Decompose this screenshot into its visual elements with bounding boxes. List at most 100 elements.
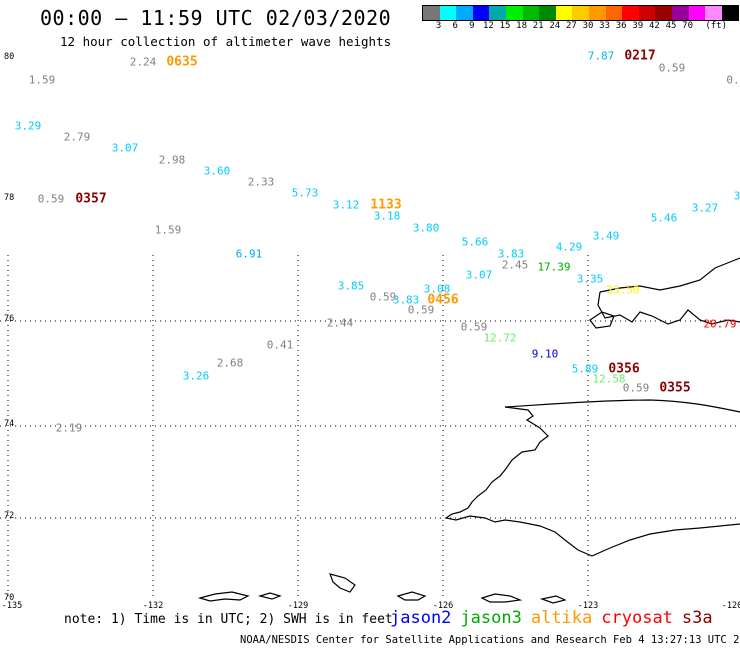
wave-height-value: 3.85 — [337, 279, 365, 293]
legend-swatch — [622, 6, 639, 20]
legend-swatch — [655, 6, 672, 20]
legend-tick-label: (ft) — [705, 21, 728, 31]
lon-label: -126 — [432, 601, 454, 611]
satellite-s3a: s3a — [681, 608, 713, 628]
legend-swatch — [505, 6, 523, 20]
wave-height-value: 20.79 — [703, 317, 737, 331]
credit-footer: NOAA/NESDIS Center for Satellite Applica… — [240, 634, 740, 646]
legend-tick-label: 70 — [682, 21, 694, 31]
legend-swatch — [638, 6, 656, 20]
legend-swatch — [555, 6, 573, 20]
legend-swatch — [522, 6, 540, 20]
satellite-jason2: jason2 — [390, 608, 452, 628]
legend-swatch — [721, 6, 739, 20]
wave-height-value: 0.41 — [266, 338, 294, 352]
satellite-altika: altika — [530, 608, 593, 628]
lon-label: -135 — [1, 601, 23, 611]
legend-swatch — [705, 6, 722, 20]
legend-swatch — [688, 6, 706, 20]
wave-height-value: 2.33 — [247, 175, 275, 189]
legend-swatch — [456, 6, 473, 20]
lon-label: -123 — [577, 601, 599, 611]
wave-height-value: 1.59 — [154, 223, 182, 237]
wave-height-value: 2.45 — [501, 258, 529, 272]
legend-tick-label: 15 — [499, 21, 511, 31]
wave-height-value: 3.49 — [592, 229, 620, 243]
legend-tick-label: 27 — [565, 21, 577, 31]
satellite-jason3: jason3 — [460, 608, 522, 628]
footnote: note: 1) Time is in UTC; 2) SWH is in fe… — [64, 612, 393, 627]
wave-height-value: 0.59 — [622, 381, 650, 395]
wave-height-value: 3.07 — [111, 141, 139, 155]
wave-height-value: 3.26 — [182, 369, 210, 383]
legend-tick-label: 21 — [532, 21, 544, 31]
lon-label: -132 — [142, 601, 164, 611]
legend-tick-label: 9 — [469, 21, 475, 31]
page-title: 00:00 – 11:59 UTC 02/03/2020 — [40, 6, 392, 30]
lat-label: 80 — [4, 52, 15, 62]
legend-tick-label: 36 — [615, 21, 627, 31]
legend-swatch — [489, 6, 506, 20]
legend-swatch — [588, 6, 606, 20]
wave-height-value: 23.50 — [606, 283, 640, 297]
wave-height-value: 2.79 — [63, 130, 91, 144]
wave-height-value: 2.19 — [55, 421, 83, 435]
page-subtitle: 12 hour collection of altimeter wave hei… — [60, 34, 392, 49]
graticule — [0, 255, 740, 600]
wave-height-value: 3.35 — [576, 272, 604, 286]
pass-time-label: 0356 — [608, 361, 640, 377]
pass-time-label: 0355 — [659, 380, 691, 396]
wave-height-value: 3.12 — [332, 198, 360, 212]
wave-height-value: 0.59 — [407, 303, 435, 317]
satellite-cryosat: cryosat — [601, 608, 673, 628]
satellite-legend: jason2 jason3 altika cryosat s3a — [390, 608, 722, 628]
pass-time-label: 0357 — [75, 191, 107, 207]
wave-height-value: 3.07 — [465, 268, 493, 282]
wave-height-value: 3.83 — [392, 293, 420, 307]
lat-label: 72 — [4, 511, 15, 521]
legend-swatch — [439, 6, 457, 20]
wave-height-value: 3.08 — [423, 282, 451, 296]
legend-swatch — [423, 6, 440, 20]
legend-tick-label: 3 — [435, 21, 442, 31]
pass-time-label: 0456 — [427, 292, 459, 308]
wave-height-value: 3.83 — [497, 247, 525, 261]
wave-height-value: 12.58 — [592, 372, 626, 386]
wave-height-value: 3.18 — [373, 209, 401, 223]
wave-height-value: 3.27 — [691, 201, 719, 215]
wave-height-value: 1.59 — [28, 73, 56, 87]
pass-time-label: 0635 — [166, 54, 198, 70]
lat-label: 74 — [4, 419, 15, 429]
legend-tick-label: 12 — [482, 21, 494, 31]
wave-height-value: 5.73 — [291, 186, 319, 200]
wave-height-value: 3.60 — [203, 164, 231, 178]
lat-label: 70 — [4, 593, 15, 603]
wave-height-value: 7.87 — [587, 49, 615, 63]
wave-height-value: 0.59 — [460, 320, 488, 334]
wave-height-value: 3.29 — [14, 119, 42, 133]
wave-height-value: 4.29 — [555, 240, 583, 254]
wave-height-value: 0.59 — [369, 290, 397, 304]
legend-swatch — [605, 6, 623, 20]
legend-tick-label: 24 — [549, 21, 561, 31]
legend-tick-label: 33 — [599, 21, 611, 31]
lon-label: -120 — [721, 601, 740, 611]
wave-height-value: 5.66 — [461, 235, 489, 249]
wave-height-value: 0.59 — [658, 61, 686, 75]
wave-height-value: 2.44 — [326, 316, 354, 330]
lon-label: -129 — [287, 601, 309, 611]
wave-height-value: 2.98 — [158, 153, 186, 167]
wave-height-value: 3.80 — [412, 221, 440, 235]
wave-height-value: 5.89 — [571, 362, 599, 376]
legend-tick-label: 30 — [582, 21, 594, 31]
lat-label: 76 — [4, 314, 15, 324]
legend-tick-label: 42 — [648, 21, 660, 31]
wave-height-value: 0.59 — [37, 192, 65, 206]
wave-height-value: 6.91 — [235, 247, 263, 261]
coastline — [197, 257, 740, 604]
pass-time-label: 1133 — [370, 197, 402, 213]
wave-height-value: 9.10 — [531, 347, 559, 361]
wave-height-value: 5.46 — [650, 211, 678, 225]
wave-height-value: 2.24 — [129, 55, 157, 69]
legend-swatch — [472, 6, 490, 20]
